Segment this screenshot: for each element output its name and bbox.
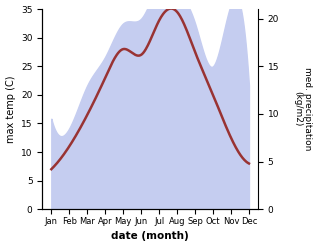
Y-axis label: med. precipitation
(kg/m2): med. precipitation (kg/m2): [293, 67, 313, 151]
Y-axis label: max temp (C): max temp (C): [5, 75, 16, 143]
X-axis label: date (month): date (month): [111, 231, 189, 242]
